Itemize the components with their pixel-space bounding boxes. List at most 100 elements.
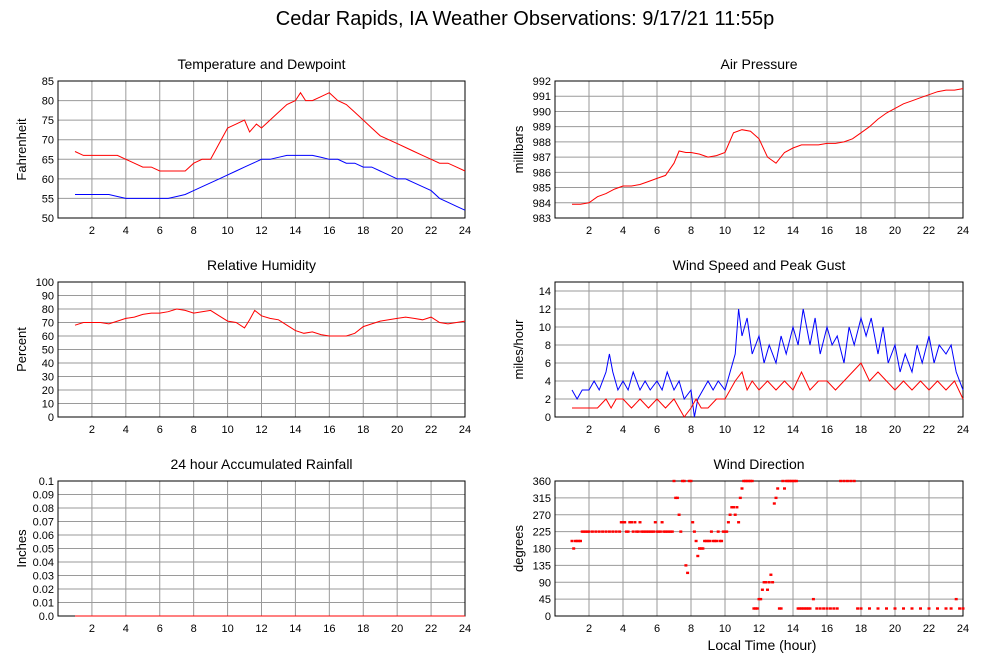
humidity-x-tick-label: 24 [459, 424, 471, 436]
wind-x-tick-label: 22 [923, 424, 935, 436]
direction-point [579, 539, 582, 543]
direction-point [842, 479, 846, 483]
direction-point [737, 521, 741, 524]
direction-point [769, 573, 773, 576]
direction-point [732, 506, 735, 509]
direction-point [665, 530, 669, 533]
rain-x-tick-label: 2 [89, 623, 95, 635]
direction-point [575, 539, 579, 543]
direction-point [641, 530, 645, 533]
direction-point [689, 479, 693, 483]
humidity-plot-frame [57, 281, 466, 418]
direction-point [902, 607, 905, 610]
direction-y-tick-label: 360 [533, 476, 551, 488]
temp-y-tick-label: 50 [42, 213, 54, 225]
direction-point [645, 530, 649, 533]
direction-point [679, 530, 683, 533]
wind-y-tick-label: 6 [545, 358, 551, 370]
direction-point [747, 479, 751, 483]
direction-point [772, 502, 776, 505]
wind-x-tick-label: 2 [586, 424, 592, 436]
direction-point [801, 607, 805, 610]
temp-y-tick-label: 65 [42, 154, 54, 166]
direction-point [674, 496, 678, 500]
temp-x-tick-label: 18 [357, 225, 369, 237]
pressure-y-tick-label: 987 [533, 152, 551, 164]
direction-point [725, 530, 729, 533]
pressure-x-tick-label: 14 [787, 225, 799, 237]
humidity-x-tick-label: 8 [191, 424, 197, 436]
pressure-x-tick-label: 4 [620, 225, 626, 237]
direction-point [711, 539, 715, 543]
direction-point [580, 530, 584, 533]
direction-point [818, 607, 822, 610]
wind-y-tick-label: 8 [545, 340, 551, 352]
direction-point [681, 479, 684, 483]
humidity-y-tick-label: 100 [36, 277, 54, 289]
direction-point [633, 521, 637, 524]
direction-plot-frame [554, 480, 964, 617]
direction-point [708, 539, 712, 543]
direction-point [626, 530, 630, 533]
direction-point [815, 607, 819, 610]
direction-point [667, 530, 671, 533]
direction-point [735, 506, 739, 509]
direction-point [849, 479, 853, 483]
pressure-y-tick-label: 985 [533, 183, 551, 195]
direction-title: Wind Direction [713, 456, 804, 472]
direction-point [660, 521, 664, 524]
direction-point [762, 581, 766, 584]
rain-x-tick-label: 14 [289, 623, 301, 635]
humidity-x-tick-label: 4 [123, 424, 129, 436]
temp-y-tick-label: 75 [42, 115, 54, 127]
humidity-y-tick-label: 50 [42, 345, 54, 357]
direction-x-tick-label: 16 [821, 623, 833, 635]
direction-point [742, 479, 746, 483]
direction-point [619, 521, 623, 524]
direction-point [754, 607, 758, 610]
wind-y-tick-label: 2 [545, 394, 551, 406]
direction-point [721, 530, 725, 533]
direction-point [618, 530, 622, 533]
direction-point [767, 581, 771, 584]
pressure-y-tick-label: 991 [533, 91, 551, 103]
direction-point [784, 479, 788, 483]
direction-point [701, 547, 705, 550]
temp-y-tick-label: 85 [42, 76, 54, 88]
direction-point [698, 547, 701, 550]
direction-y-tick-label: 45 [539, 594, 551, 606]
temp-x-tick-label: 6 [157, 225, 163, 237]
wind-x-tick-label: 18 [855, 424, 867, 436]
rain-y-tick-label: 0.09 [33, 490, 54, 502]
direction-point [669, 530, 673, 533]
direction-x-tick-label: 14 [787, 623, 799, 635]
direction-point [694, 539, 698, 543]
humidity-x-tick-label: 12 [255, 424, 267, 436]
direction-point [584, 530, 588, 533]
direction-point [730, 506, 734, 509]
direction-point [628, 521, 632, 524]
direction-point [766, 588, 769, 591]
pressure-y-tick-label: 984 [533, 198, 551, 210]
direction-point [927, 607, 931, 610]
direction-point [885, 607, 888, 610]
direction-x-tick-label: 8 [688, 623, 694, 635]
rain-y-tick-label: 0.08 [33, 503, 54, 515]
wind-x-tick-label: 4 [620, 424, 626, 436]
pressure-plot-frame [554, 80, 964, 219]
wind-y-tick-label: 12 [539, 304, 551, 316]
direction-point [774, 496, 778, 500]
direction-point [805, 607, 809, 610]
direction-y-axis-label: degrees [511, 525, 526, 572]
wind-x-tick-label: 10 [719, 424, 731, 436]
direction-x-tick-label: 2 [586, 623, 592, 635]
humidity-x-tick-label: 10 [221, 424, 233, 436]
direction-point [713, 539, 717, 543]
temp-series-line-0 [74, 91, 466, 172]
rain-x-tick-label: 8 [191, 623, 197, 635]
rain-x-tick-label: 6 [157, 623, 163, 635]
rain-y-tick-label: 0.1 [39, 476, 54, 488]
direction-point [806, 607, 810, 610]
